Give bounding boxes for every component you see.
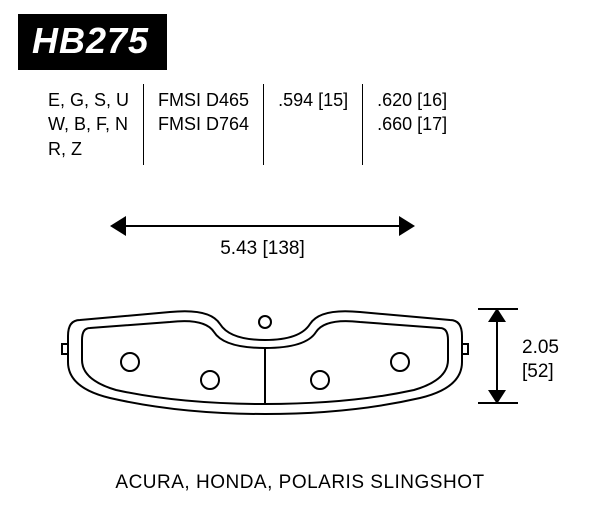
dimension-line	[496, 318, 498, 394]
brake-pad-svg	[60, 300, 470, 420]
brake-pad-outline	[60, 300, 470, 420]
fmsi-column: FMSI D465 FMSI D764	[143, 84, 263, 165]
fmsi-row: FMSI D465	[158, 88, 249, 112]
height-inches: 2.05	[522, 336, 559, 360]
part-number-badge: HB275	[18, 14, 167, 70]
thickness-row: .660 [17]	[377, 112, 447, 136]
thickness-column-2: .620 [16] .660 [17]	[362, 84, 461, 165]
compound-row: E, G, S, U	[48, 88, 129, 112]
vehicle-fitment: ACURA, HONDA, POLARIS SLINGSHOT	[0, 472, 600, 494]
width-dimension: 5.43 [138]	[110, 216, 415, 260]
arrow-right-icon	[399, 216, 415, 236]
compounds-column: E, G, S, U W, B, F, N R, Z	[48, 84, 143, 165]
height-mm: [52]	[522, 360, 559, 384]
thickness-row: .594 [15]	[278, 88, 348, 112]
thickness-column-1: .594 [15]	[263, 84, 362, 165]
spec-table: E, G, S, U W, B, F, N R, Z FMSI D465 FMS…	[48, 84, 461, 165]
height-dimension: 2.05 [52]	[478, 290, 588, 410]
part-number: HB275	[32, 20, 149, 61]
width-dimension-arrow	[110, 216, 415, 236]
spec-sheet: HB275 E, G, S, U W, B, F, N R, Z FMSI D4…	[0, 0, 600, 518]
fmsi-row: FMSI D764	[158, 112, 249, 136]
thickness-row: .620 [16]	[377, 88, 447, 112]
dimension-line	[118, 225, 407, 227]
compound-row: R, Z	[48, 137, 129, 161]
width-dimension-label: 5.43 [138]	[110, 238, 415, 260]
extension-line	[478, 402, 518, 404]
compound-row: W, B, F, N	[48, 112, 129, 136]
height-dimension-label: 2.05 [52]	[522, 336, 559, 384]
